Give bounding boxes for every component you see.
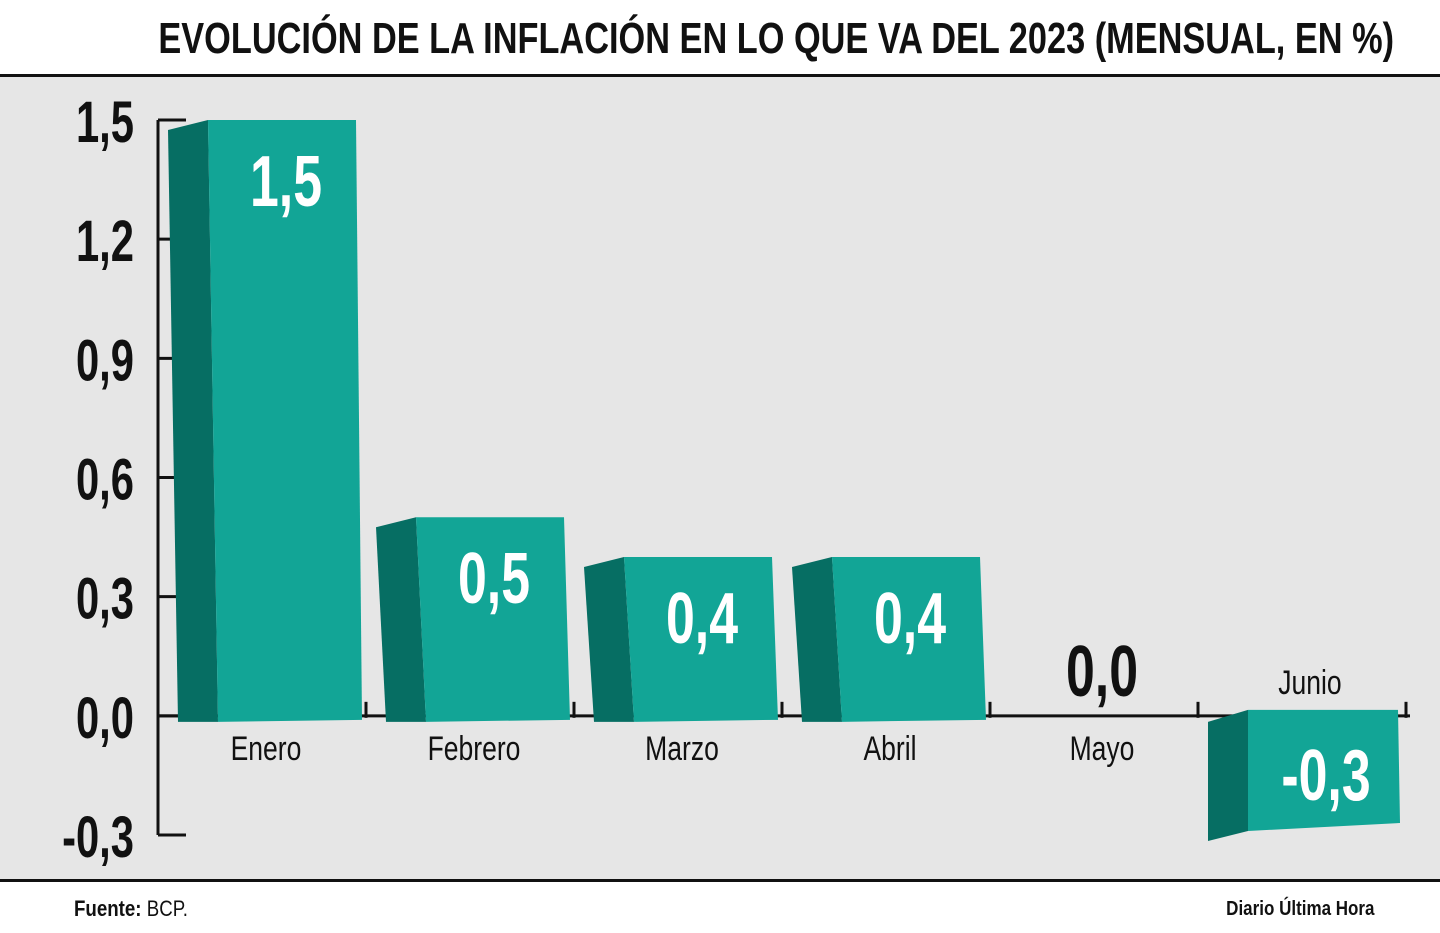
- y-tick-label: 1,5: [76, 89, 134, 154]
- bar-side-face: [168, 120, 218, 722]
- category-label: Febrero: [428, 730, 521, 768]
- bar-value-label: 1,5: [250, 142, 322, 222]
- bar-front-face: [1248, 709, 1400, 831]
- category-label: Mayo: [1070, 730, 1135, 768]
- source-value: BCP.: [146, 896, 188, 921]
- y-tick-label: 0,6: [76, 447, 134, 512]
- bar-front-face: [832, 556, 986, 722]
- category-label: Abril: [863, 730, 916, 768]
- bar-marzo: 0,4 Marzo: [584, 556, 778, 768]
- chart-title: EVOLUCIÓN DE LA INFLACIÓN EN LO QUE VA D…: [158, 14, 1395, 63]
- bar-front-face: [416, 517, 570, 722]
- bar-mayo: 0,0 Mayo: [1066, 632, 1138, 768]
- bar-abril: 0,4 Abril: [792, 556, 986, 768]
- category-label: Marzo: [645, 730, 719, 768]
- bar-febrero: 0,5 Febrero: [376, 517, 570, 768]
- bar-front-face: [208, 120, 362, 722]
- bar-front-face: [624, 556, 778, 722]
- y-tick-label: 0,3: [76, 566, 134, 631]
- bar-enero: 1,5 Enero: [168, 120, 362, 768]
- publisher-credit: Diario Última Hora: [1225, 898, 1374, 920]
- source-note: Fuente: BCP.: [74, 896, 188, 922]
- y-tick-label: 1,2: [76, 208, 134, 273]
- bar-side-face: [584, 556, 634, 722]
- y-tick-label: -0,3: [62, 804, 134, 869]
- category-label: Junio: [1278, 664, 1341, 702]
- y-tick-label: 0,9: [76, 328, 134, 393]
- bar-value-label: 0,0: [1066, 632, 1138, 712]
- bar-side-face: [792, 556, 842, 722]
- bar-side-face: [1208, 709, 1248, 841]
- bar-value-label: 0,4: [874, 579, 946, 659]
- category-label: Enero: [231, 730, 302, 768]
- bar-value-label: 0,5: [458, 539, 530, 619]
- bar-junio: -0,3 Junio: [1208, 664, 1400, 841]
- y-tick-label: 0,0: [76, 685, 134, 750]
- bar-value-label: -0,3: [1281, 736, 1370, 816]
- bar-value-label: 0,4: [666, 579, 738, 659]
- bar-side-face: [376, 517, 426, 722]
- source-label: Fuente:: [74, 896, 142, 921]
